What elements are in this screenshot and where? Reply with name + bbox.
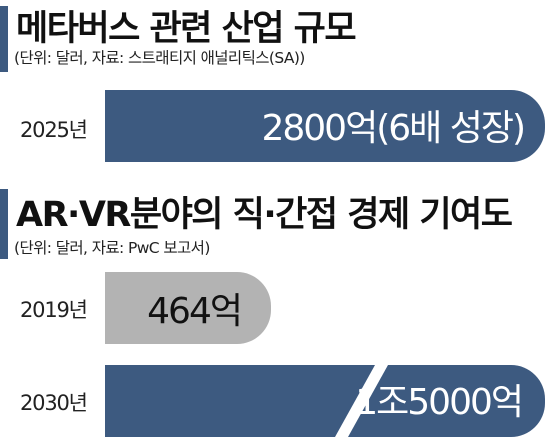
bar-2030-value-label: 1조5000억 [355,382,522,423]
chart1-category-label: 2025년 [20,118,88,142]
chart2-source: (단위: 달러, 자료: PwC 보고서) [14,239,210,257]
bar-2030-axis-break [335,365,388,437]
bar-2025 [105,90,545,162]
chart1-title: 메타버스 관련 산업 규모 [16,9,357,49]
section2-accent-bar [0,189,8,259]
bar-2025-value-label: 2800억(6배 성장) [261,108,524,149]
chart2-category-label-2030: 2030년 [20,391,88,415]
chart2-title: AR·VR분야의 직·간접 경제 기여도 [16,195,513,235]
chart2-category-label-2019: 2019년 [20,298,88,322]
section1-accent-bar [0,6,8,72]
bar-2019-value-label: 464억 [147,291,241,332]
chart1-source: (단위: 달러, 자료: 스트래티지 애널리틱스(SA)) [14,49,305,67]
bar-2019 [105,272,271,344]
bar-2030 [105,365,545,437]
